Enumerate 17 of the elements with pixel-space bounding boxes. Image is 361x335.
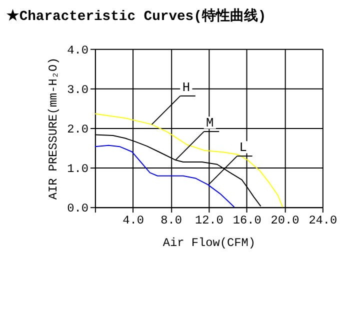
x-tick-label: 12.0 <box>194 213 224 228</box>
y-tick-label: 3.0 <box>67 82 89 97</box>
x-tick-label: 8.0 <box>160 213 182 228</box>
x-tick-label: 16.0 <box>232 213 262 228</box>
chart-title: ★Characteristic Curves(特性曲线) <box>6 8 266 26</box>
x-tick-label: 4.0 <box>122 213 144 228</box>
annotation: L <box>239 140 247 156</box>
y-tick-label: 2.0 <box>67 122 89 136</box>
y-tick-label: 0.0 <box>67 202 89 216</box>
y-axis-title: AIR PRESSURE(mm-H₂O) <box>46 57 60 200</box>
x-tick-label: 24.0 <box>308 213 338 228</box>
x-tick-label: 20.0 <box>270 213 300 228</box>
annotation: H <box>182 80 190 96</box>
x-axis-title: Air Flow(CFM) <box>162 236 256 250</box>
y-tick-label: 1.0 <box>67 162 89 176</box>
annotation: M <box>206 116 214 131</box>
y-tick-label: 4.0 <box>67 43 89 58</box>
